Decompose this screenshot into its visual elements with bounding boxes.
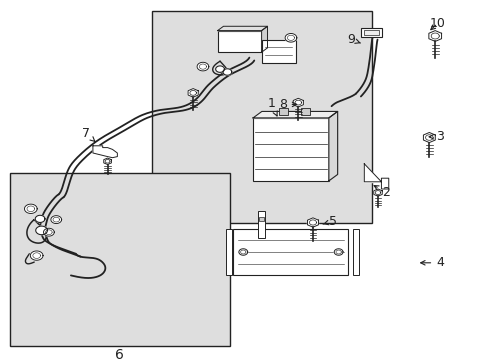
Bar bbox=[352, 229, 358, 275]
Polygon shape bbox=[103, 158, 111, 165]
Bar bbox=[10, 173, 229, 346]
Bar bbox=[225, 229, 231, 275]
Polygon shape bbox=[93, 146, 117, 158]
Polygon shape bbox=[35, 215, 45, 222]
Text: 8: 8 bbox=[278, 98, 296, 111]
Bar bbox=[253, 118, 328, 181]
Text: 2: 2 bbox=[373, 186, 389, 199]
Polygon shape bbox=[364, 164, 388, 189]
Bar bbox=[151, 11, 371, 223]
Text: 6: 6 bbox=[115, 348, 124, 360]
Polygon shape bbox=[285, 33, 296, 42]
Bar bbox=[259, 217, 263, 221]
Polygon shape bbox=[215, 66, 224, 72]
Polygon shape bbox=[293, 98, 303, 107]
Polygon shape bbox=[373, 189, 382, 196]
Polygon shape bbox=[30, 251, 43, 260]
Polygon shape bbox=[188, 89, 198, 97]
Bar bbox=[300, 108, 309, 114]
Polygon shape bbox=[43, 228, 54, 236]
Text: 7: 7 bbox=[81, 127, 95, 141]
Polygon shape bbox=[223, 69, 231, 75]
Text: 5: 5 bbox=[323, 215, 336, 228]
Text: 3: 3 bbox=[428, 130, 443, 143]
Polygon shape bbox=[239, 249, 247, 255]
Bar bbox=[261, 40, 295, 63]
Polygon shape bbox=[197, 62, 208, 71]
Polygon shape bbox=[217, 26, 267, 31]
Polygon shape bbox=[423, 132, 434, 143]
Polygon shape bbox=[253, 111, 337, 118]
Polygon shape bbox=[24, 204, 37, 213]
Bar bbox=[233, 229, 347, 275]
Bar bbox=[278, 108, 287, 114]
Text: 9: 9 bbox=[346, 33, 360, 46]
Bar bbox=[360, 28, 382, 37]
Bar bbox=[257, 211, 264, 238]
Bar bbox=[217, 31, 261, 52]
Polygon shape bbox=[428, 31, 441, 41]
Bar bbox=[363, 30, 379, 35]
Polygon shape bbox=[334, 249, 342, 255]
Text: 1: 1 bbox=[267, 97, 277, 116]
Polygon shape bbox=[328, 111, 337, 181]
Text: 4: 4 bbox=[420, 256, 443, 269]
Polygon shape bbox=[261, 26, 267, 52]
Text: 10: 10 bbox=[429, 17, 445, 30]
Polygon shape bbox=[36, 226, 47, 235]
Polygon shape bbox=[51, 216, 61, 224]
Polygon shape bbox=[307, 218, 318, 227]
